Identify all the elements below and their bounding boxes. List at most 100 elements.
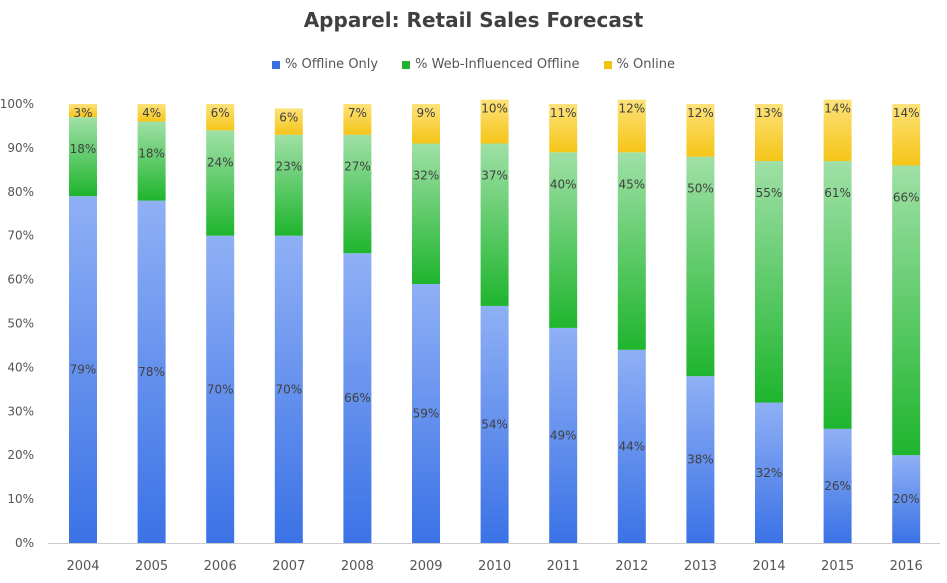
x-tick-label: 2014 xyxy=(752,559,785,574)
data-label-offline: 44% xyxy=(618,439,645,453)
bar-online xyxy=(686,104,715,157)
data-label-online: 14% xyxy=(824,102,851,116)
bar-online xyxy=(549,104,578,153)
y-tick-label: 60% xyxy=(7,273,34,287)
data-label-web-influenced: 66% xyxy=(893,190,920,204)
bar-online xyxy=(480,99,509,144)
legend-item-offline: % Offline Only xyxy=(272,57,378,72)
bar-offline xyxy=(823,428,852,543)
data-label-web-influenced: 27% xyxy=(344,160,371,174)
bar-offline xyxy=(480,305,509,543)
data-label-offline: 66% xyxy=(344,391,371,405)
x-tick-label: 2004 xyxy=(66,559,99,574)
data-label-offline: 70% xyxy=(207,382,234,396)
data-label-offline: 38% xyxy=(687,453,714,467)
x-axis: 2004 2005 2006 2007 2008 2009 2010 2011 2012 2013… xyxy=(66,559,922,574)
bar-online xyxy=(755,104,783,162)
bars: 79% 18% 3% 78% 18% 4% 70% 24% 6% 70% 23% 6% 66% 27% 7%… xyxy=(69,99,921,543)
data-label-offline: 78% xyxy=(138,365,165,379)
legend-label-web-influenced: % Web-Influenced Offline xyxy=(415,57,580,72)
x-tick-label: 2007 xyxy=(272,559,305,574)
legend-label-online: % Online xyxy=(616,57,675,72)
legend-item-online: % Online xyxy=(603,57,675,72)
legend-swatch-online xyxy=(603,60,612,69)
bar-web-influenced xyxy=(823,161,852,429)
data-label-online: 6% xyxy=(279,110,298,124)
x-tick-label: 2010 xyxy=(478,559,511,574)
bar-web-influenced xyxy=(617,152,646,350)
data-label-web-influenced: 32% xyxy=(413,169,440,183)
data-label-web-influenced: 50% xyxy=(687,182,714,196)
bar-offline xyxy=(206,235,235,543)
data-label-web-influenced: 24% xyxy=(207,155,234,169)
legend-swatch-web-influenced xyxy=(402,60,411,69)
data-label-offline: 54% xyxy=(481,417,508,431)
data-label-web-influenced: 18% xyxy=(70,142,97,156)
bar-online xyxy=(206,104,235,131)
bar-offline xyxy=(617,349,646,543)
y-tick-label: 10% xyxy=(7,492,34,506)
x-tick-label: 2009 xyxy=(409,559,442,574)
data-label-offline: 70% xyxy=(275,382,302,396)
y-tick-label: 50% xyxy=(7,317,34,331)
bar-online xyxy=(137,104,166,122)
bar-online xyxy=(617,99,646,153)
bar-offline xyxy=(755,402,783,543)
bar-web-influenced xyxy=(549,152,578,328)
bar-web-influenced xyxy=(343,134,372,254)
chart-title: Apparel: Retail Sales Forecast xyxy=(303,8,644,32)
y-tick-label: 100% xyxy=(0,97,34,111)
data-label-online: 7% xyxy=(348,106,367,120)
y-tick-label: 70% xyxy=(7,229,34,243)
bar-web-influenced xyxy=(412,143,440,284)
bar-online xyxy=(69,104,97,118)
data-label-online: 10% xyxy=(481,102,508,116)
data-label-online: 11% xyxy=(550,106,577,120)
x-tick-label: 2005 xyxy=(135,559,168,574)
x-tick-label: 2012 xyxy=(615,559,648,574)
y-tick-label: 40% xyxy=(7,360,34,374)
bar-offline xyxy=(343,253,372,543)
x-tick-label: 2016 xyxy=(890,559,923,574)
data-label-offline: 79% xyxy=(70,363,97,377)
data-label-online: 9% xyxy=(416,106,435,120)
data-label-offline: 49% xyxy=(550,428,577,442)
bar-offline xyxy=(892,455,921,543)
bar-online xyxy=(892,104,921,166)
y-tick-label: 30% xyxy=(7,404,34,418)
y-axis: 0% 10% 20% 30% 40% 50% 60% 70% 80% 90% 100% xyxy=(0,97,34,550)
bar-web-influenced xyxy=(69,117,97,197)
y-tick-label: 90% xyxy=(7,141,34,155)
data-label-offline: 20% xyxy=(893,492,920,506)
data-label-online: 14% xyxy=(893,106,920,120)
bar-offline xyxy=(69,196,97,543)
bar-web-influenced xyxy=(892,165,921,456)
bar-online xyxy=(343,104,372,135)
data-label-offline: 32% xyxy=(756,466,783,480)
y-tick-label: 0% xyxy=(15,536,34,550)
bar-online xyxy=(823,99,852,162)
data-label-online: 6% xyxy=(211,106,230,120)
data-label-online: 12% xyxy=(687,106,714,120)
bar-offline xyxy=(686,376,715,543)
bar-web-influenced xyxy=(686,156,715,377)
data-label-web-influenced: 18% xyxy=(138,147,165,161)
bar-offline xyxy=(137,200,166,543)
bar-web-influenced xyxy=(755,161,783,403)
bar-web-influenced xyxy=(274,134,303,236)
data-label-online: 12% xyxy=(618,102,645,116)
data-label-web-influenced: 23% xyxy=(275,160,302,174)
bar-offline xyxy=(274,235,303,543)
data-label-web-influenced: 37% xyxy=(481,169,508,183)
data-label-web-influenced: 40% xyxy=(550,177,577,191)
bar-web-influenced xyxy=(206,130,235,236)
bar-web-influenced xyxy=(480,143,509,306)
data-label-web-influenced: 45% xyxy=(618,177,645,191)
legend-swatch-offline xyxy=(272,60,281,69)
legend-label-offline: % Offline Only xyxy=(285,57,379,72)
x-tick-label: 2011 xyxy=(547,559,580,574)
data-label-online: 3% xyxy=(73,106,92,120)
bar-online xyxy=(274,108,303,135)
x-tick-label: 2006 xyxy=(204,559,237,574)
y-tick-label: 20% xyxy=(7,448,34,462)
